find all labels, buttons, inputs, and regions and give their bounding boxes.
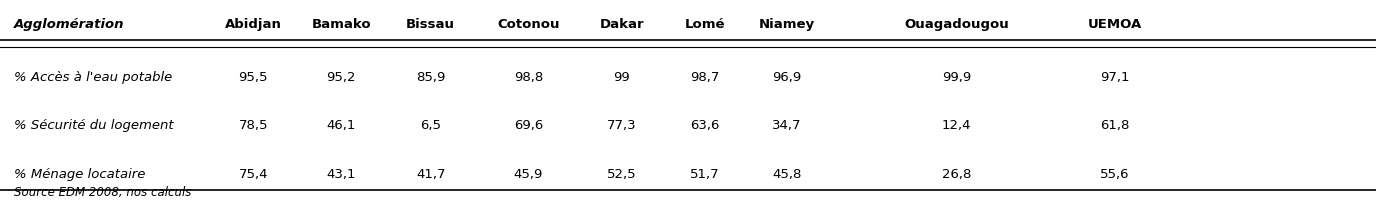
Text: Agglomération: Agglomération: [14, 18, 124, 31]
Text: 63,6: 63,6: [689, 119, 720, 132]
Text: Source EDM 2008, nos calculs: Source EDM 2008, nos calculs: [14, 185, 191, 198]
Text: 51,7: 51,7: [689, 167, 720, 180]
Text: Bissau: Bissau: [406, 18, 455, 31]
Text: UEMOA: UEMOA: [1087, 18, 1142, 31]
Text: 75,4: 75,4: [238, 167, 268, 180]
Text: Bamako: Bamako: [311, 18, 372, 31]
Text: 12,4: 12,4: [941, 119, 971, 132]
Text: 77,3: 77,3: [607, 119, 637, 132]
Text: 45,8: 45,8: [772, 167, 802, 180]
Text: 99: 99: [614, 70, 630, 83]
Text: Dakar: Dakar: [600, 18, 644, 31]
Text: 55,6: 55,6: [1099, 167, 1130, 180]
Text: 6,5: 6,5: [420, 119, 442, 132]
Text: 41,7: 41,7: [416, 167, 446, 180]
Text: Abidjan: Abidjan: [224, 18, 282, 31]
Text: 96,9: 96,9: [772, 70, 802, 83]
Text: 61,8: 61,8: [1099, 119, 1130, 132]
Text: 98,7: 98,7: [689, 70, 720, 83]
Text: Ouagadougou: Ouagadougou: [904, 18, 1009, 31]
Text: Niamey: Niamey: [760, 18, 815, 31]
Text: 78,5: 78,5: [238, 119, 268, 132]
Text: 46,1: 46,1: [326, 119, 356, 132]
Text: Lomé: Lomé: [684, 18, 725, 31]
Text: 26,8: 26,8: [941, 167, 971, 180]
Text: % Ménage locataire: % Ménage locataire: [14, 167, 144, 180]
Text: 97,1: 97,1: [1099, 70, 1130, 83]
Text: 99,9: 99,9: [941, 70, 971, 83]
Text: Cotonou: Cotonou: [497, 18, 560, 31]
Text: % Sécurité du logement: % Sécurité du logement: [14, 119, 173, 132]
Text: 95,2: 95,2: [326, 70, 356, 83]
Text: 69,6: 69,6: [513, 119, 544, 132]
Text: % Accès à l'eau potable: % Accès à l'eau potable: [14, 70, 172, 83]
Text: 43,1: 43,1: [326, 167, 356, 180]
Text: 85,9: 85,9: [416, 70, 446, 83]
Text: 95,5: 95,5: [238, 70, 268, 83]
Text: 45,9: 45,9: [513, 167, 544, 180]
Text: 52,5: 52,5: [607, 167, 637, 180]
Text: 34,7: 34,7: [772, 119, 802, 132]
Text: 98,8: 98,8: [513, 70, 544, 83]
